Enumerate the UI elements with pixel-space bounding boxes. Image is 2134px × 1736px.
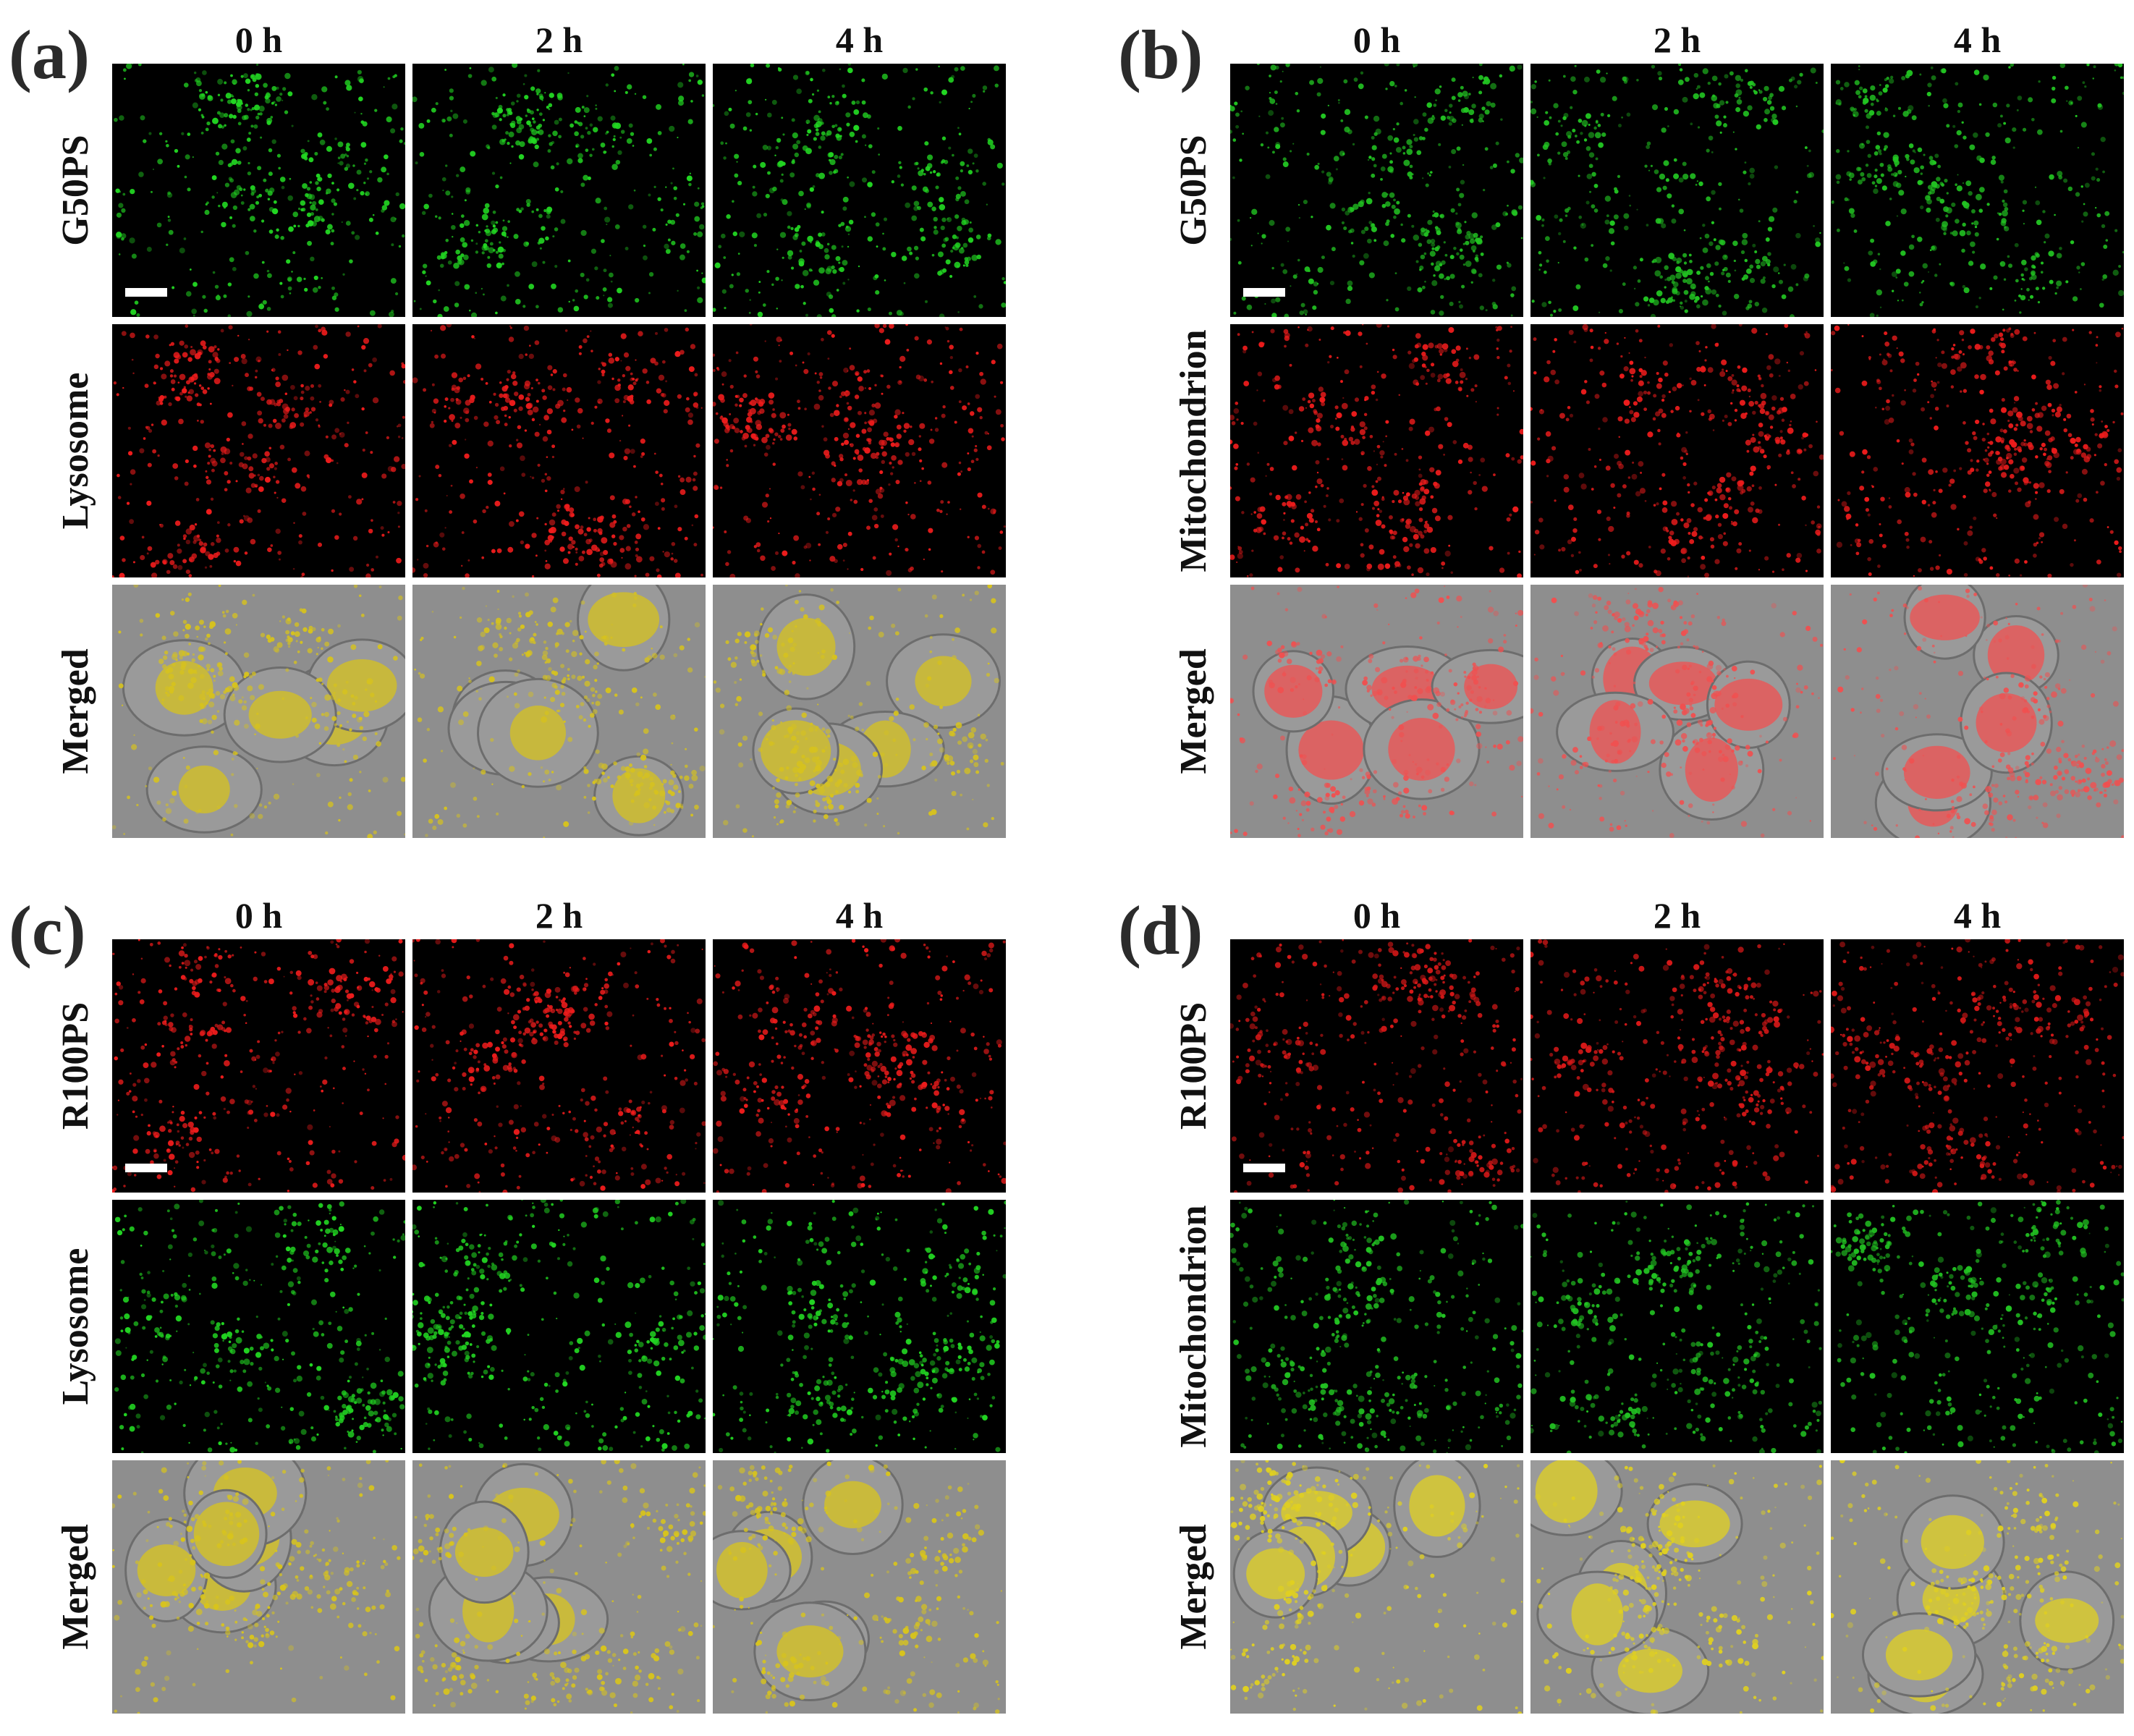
- micrograph-merged-4h: [1831, 585, 2124, 838]
- micrograph-g50ps-4h: [713, 64, 1006, 317]
- column-label: 4 h: [835, 895, 884, 936]
- micrograph-r100ps-4h: [1831, 939, 2124, 1193]
- micrograph-merged-4h: [713, 585, 1006, 838]
- micrograph-merged-2h: [412, 1460, 706, 1714]
- column-label: 2 h: [535, 20, 583, 60]
- micrograph-merged-2h: [412, 585, 706, 838]
- micrograph-r100ps-2h: [412, 939, 706, 1193]
- micrograph-r100ps-2h: [1530, 939, 1824, 1193]
- column-label: 4 h: [835, 20, 884, 60]
- micrograph-merged-0h: [112, 1460, 405, 1714]
- micrograph-merged-4h: [1831, 1460, 2124, 1714]
- micrograph-lysosome-4h: [713, 1200, 1006, 1453]
- micrograph-r100ps-0h: [1230, 939, 1523, 1193]
- micrograph-merged-0h: [1230, 1460, 1523, 1714]
- panel-letter: (c): [9, 892, 86, 969]
- micrograph-lysosome-0h: [112, 1200, 405, 1453]
- micrograph-mitochondrion-4h: [1831, 324, 2124, 577]
- micrograph-mitochondrion-0h: [1230, 324, 1523, 577]
- micrograph-lysosome-0h: [112, 324, 405, 577]
- micrograph-lysosome-2h: [412, 1200, 706, 1453]
- row-label: G50PS: [55, 135, 96, 246]
- micrograph-merged-2h: [1530, 1460, 1824, 1714]
- micrograph-g50ps-0h: [1230, 64, 1523, 317]
- micrograph-g50ps-2h: [1530, 64, 1824, 317]
- row-label: Merged: [55, 648, 96, 774]
- panel-letter: (b): [1118, 16, 1203, 93]
- row-label: R100PS: [1173, 1002, 1214, 1130]
- row-label: Mitochondrion: [1173, 329, 1214, 572]
- scale-bar: [1243, 1164, 1285, 1172]
- column-label: 2 h: [535, 895, 583, 936]
- column-label: 0 h: [1352, 895, 1401, 936]
- micrograph-merged-0h: [112, 585, 405, 838]
- column-label: 2 h: [1653, 20, 1701, 60]
- row-label: Lysosome: [55, 372, 96, 530]
- column-label: 0 h: [1352, 20, 1401, 60]
- scale-bar: [1243, 288, 1285, 297]
- panel-letter: (a): [9, 16, 90, 93]
- micrograph-g50ps-4h: [1831, 64, 2124, 317]
- micrograph-r100ps-0h: [112, 939, 405, 1193]
- row-label: Merged: [1173, 1524, 1214, 1650]
- micrograph-g50ps-2h: [412, 64, 706, 317]
- column-label: 4 h: [1953, 895, 2002, 936]
- column-label: 0 h: [234, 895, 283, 936]
- scale-bar: [125, 288, 167, 297]
- row-label: G50PS: [1173, 135, 1214, 246]
- column-label: 4 h: [1953, 20, 2002, 60]
- row-label: Mitochondrion: [1173, 1205, 1214, 1448]
- row-label: R100PS: [55, 1002, 96, 1130]
- micrograph-mitochondrion-2h: [1530, 324, 1824, 577]
- column-label: 2 h: [1653, 895, 1701, 936]
- micrograph-r100ps-4h: [713, 939, 1006, 1193]
- row-label: Merged: [55, 1524, 96, 1650]
- micrograph-mitochondrion-2h: [1530, 1200, 1824, 1453]
- column-label: 0 h: [234, 20, 283, 60]
- row-label: Lysosome: [55, 1248, 96, 1405]
- row-label: Merged: [1173, 648, 1214, 774]
- micrograph-g50ps-0h: [112, 64, 405, 317]
- micrograph-merged-2h: [1530, 585, 1824, 838]
- micrograph-lysosome-2h: [412, 324, 706, 577]
- micrograph-merged-4h: [713, 1460, 1006, 1714]
- micrograph-mitochondrion-4h: [1831, 1200, 2124, 1453]
- micrograph-lysosome-4h: [713, 324, 1006, 577]
- micrograph-merged-0h: [1230, 585, 1523, 838]
- scale-bar: [125, 1164, 167, 1172]
- panel-letter: (d): [1118, 892, 1203, 969]
- micrograph-mitochondrion-0h: [1230, 1200, 1523, 1453]
